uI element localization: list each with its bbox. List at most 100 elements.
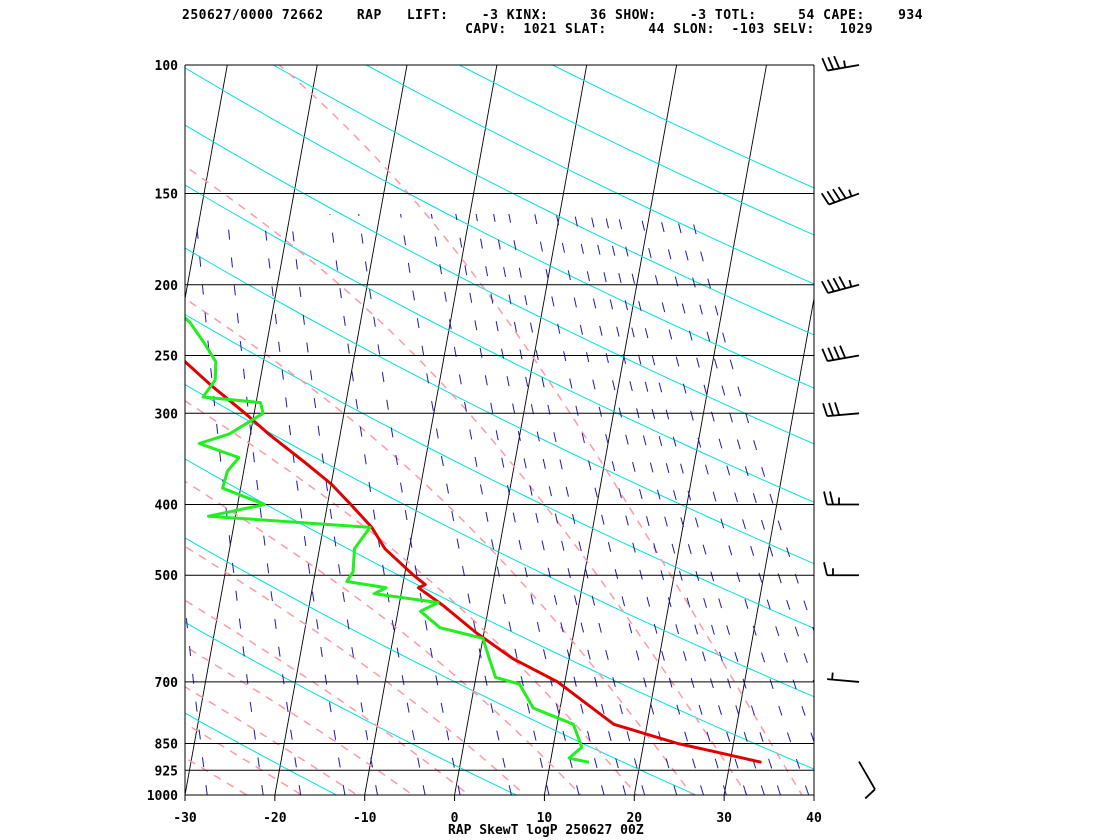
dry-adiabat-line	[185, 383, 814, 698]
pressure-tick-label: 150	[155, 188, 179, 203]
wind-barb-flag	[827, 347, 835, 361]
wind-barb-half-flag	[843, 60, 847, 68]
wind-barb-flag	[832, 188, 841, 201]
isotherm-line	[543, 65, 678, 795]
isotherm-line	[364, 65, 498, 795]
pressure-tick-label: 100	[155, 59, 179, 74]
wind-barb	[858, 761, 876, 800]
wind-barb-flag	[833, 346, 841, 360]
wind-barb	[823, 491, 859, 506]
moist-adiabat-line	[185, 297, 693, 795]
wind-barb-flag	[826, 190, 836, 203]
wind-barb-flag	[838, 276, 847, 289]
wind-barb-flag	[829, 491, 834, 505]
temperature-tick-label: -10	[353, 811, 377, 826]
chart-title: RAP SkewT logP 250627 00Z	[448, 823, 644, 838]
temperature-profile	[185, 359, 762, 764]
wind-barb-half-flag	[848, 189, 853, 197]
pressure-tick-label: 1000	[147, 789, 178, 804]
header-line-1: 250627/0000 72662 RAP LIFT: -3 KINX: 36 …	[182, 8, 924, 23]
pressure-tick-label: 925	[155, 764, 178, 779]
mixing-ratio-line	[94, 214, 142, 795]
dry-adiabat-line	[185, 124, 814, 445]
isotherm-line	[185, 65, 228, 302]
mixing-ratio-line	[226, 213, 302, 795]
moist-adiabat-line	[185, 599, 470, 795]
pressure-tick-label: 500	[155, 569, 179, 584]
isotherm-line	[813, 792, 814, 795]
wind-barb-flag	[828, 402, 834, 416]
wind-barb-flag	[820, 192, 830, 205]
temperature-tick-label: 30	[716, 811, 732, 826]
wind-barb-flag	[834, 402, 840, 416]
isotherm-line	[0, 65, 48, 795]
dewpoint-profile	[185, 315, 590, 764]
wind-barb-flag	[839, 345, 847, 359]
mixing-ratio-line	[43, 214, 82, 795]
temperature-tick-label: 40	[806, 811, 822, 826]
mixing-ratio-line	[400, 213, 512, 795]
temperature-tick-label: 20	[626, 811, 642, 826]
pressure-tick-label: 200	[155, 279, 179, 294]
isotherm-line	[633, 65, 767, 795]
wind-barb-flag	[837, 186, 847, 199]
mixing-ratio-line	[263, 213, 346, 795]
wind-barb-flag	[821, 280, 829, 294]
wind-barb	[821, 276, 860, 294]
mixing-ratio-line	[195, 213, 264, 795]
mixing-ratio-line	[430, 213, 550, 795]
wind-barb-flag	[821, 57, 829, 71]
mixing-ratio-line	[358, 213, 461, 795]
isotherm-line	[723, 296, 814, 795]
mixing-ratio-line	[455, 213, 580, 795]
mixing-ratio-line	[0, 214, 24, 795]
pressure-tick-label: 300	[155, 407, 179, 422]
wind-barb	[823, 562, 859, 577]
wind-barb-staff	[858, 761, 876, 790]
wind-barb-flag	[826, 279, 835, 292]
temperature-tick-label: 10	[537, 811, 553, 826]
mixing-ratio-line	[290, 213, 378, 795]
mixing-ratio-line	[185, 601, 208, 795]
pressure-tick-label: 400	[155, 499, 179, 514]
moist-adiabat-line	[185, 399, 638, 795]
dry-adiabat-line	[552, 65, 814, 189]
moist-adiabat-line	[185, 165, 749, 795]
dry-adiabat-line	[185, 621, 517, 795]
pressure-tick-label: 850	[155, 737, 179, 752]
wind-barb	[827, 672, 860, 683]
wind-barb-half-flag	[848, 279, 853, 288]
isotherm-line	[5, 65, 137, 795]
isotherm-line	[185, 65, 318, 795]
moist-adiabat-line	[277, 65, 803, 795]
dry-adiabat-line	[366, 65, 814, 285]
mixing-ratio-line	[329, 213, 426, 795]
wind-barb-flag	[832, 277, 841, 291]
isotherm-line	[454, 65, 588, 795]
dry-adiabat-line	[459, 65, 814, 236]
dry-adiabat-line	[185, 537, 697, 795]
wind-barb-flag	[827, 56, 835, 70]
isotherm-line	[274, 65, 408, 795]
header-line-2: CAPV: 1021 SLAT: 44 SLON: -103 SELV: 102…	[182, 22, 874, 37]
dry-adiabat-line	[185, 67, 814, 389]
temperature-tick-label: -20	[263, 811, 287, 826]
dry-adiabat-line	[0, 65, 157, 795]
wind-barb-flag	[822, 403, 828, 417]
wind-barb-flag	[823, 491, 828, 505]
temperature-tick-label: -30	[173, 811, 197, 826]
temperature-tick-label: 0	[451, 811, 459, 826]
wind-barb-flag	[864, 788, 876, 800]
wind-barb	[822, 402, 860, 417]
wind-barb-flag	[823, 562, 828, 576]
wind-barb-flag	[833, 55, 841, 69]
pressure-tick-label: 250	[155, 349, 179, 364]
wind-barb-staff	[827, 678, 860, 683]
wind-barb	[820, 186, 860, 206]
wind-barb	[821, 55, 860, 72]
wind-barb-flag	[821, 348, 829, 362]
pressure-tick-label: 700	[155, 676, 179, 691]
dry-adiabat-line	[273, 65, 814, 336]
wind-barb-half-flag	[831, 672, 834, 680]
